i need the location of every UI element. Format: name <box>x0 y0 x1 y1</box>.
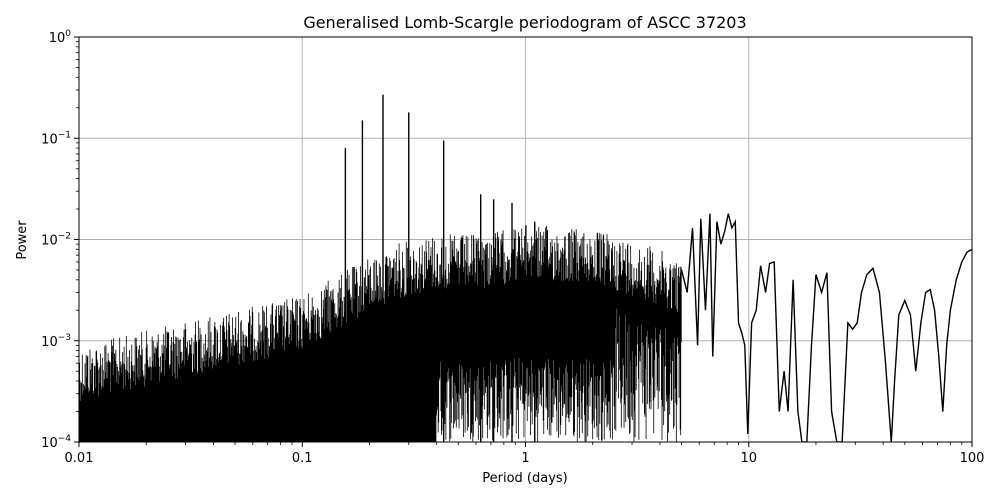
x-tick-label: 0.1 <box>292 451 313 466</box>
x-tick-label: 0.01 <box>65 451 94 466</box>
y-axis: 10−4 10−3 10−2 10−1 100 <box>41 29 79 451</box>
y-tick-label: 10−1 <box>41 130 71 147</box>
y-tick-label: 100 <box>49 29 72 46</box>
series-peaks <box>344 94 536 442</box>
y-tick-label: 10−2 <box>41 232 71 249</box>
chart-title: Generalised Lomb-Scargle periodogram of … <box>303 13 746 32</box>
y-tick-label: 10−4 <box>41 434 71 451</box>
series-dense-region <box>79 224 682 442</box>
x-tick-label: 100 <box>960 451 985 466</box>
x-axis-label: Period (days) <box>482 471 568 486</box>
x-axis: 0.01 0.1 1 10 100 <box>65 442 985 466</box>
series-line <box>680 213 972 442</box>
dense-spectrum <box>79 224 682 442</box>
y-axis-label: Power <box>15 220 30 260</box>
x-tick-label: 1 <box>521 451 529 466</box>
y-tick-label: 10−3 <box>41 333 71 350</box>
x-tick-label: 10 <box>740 451 757 466</box>
